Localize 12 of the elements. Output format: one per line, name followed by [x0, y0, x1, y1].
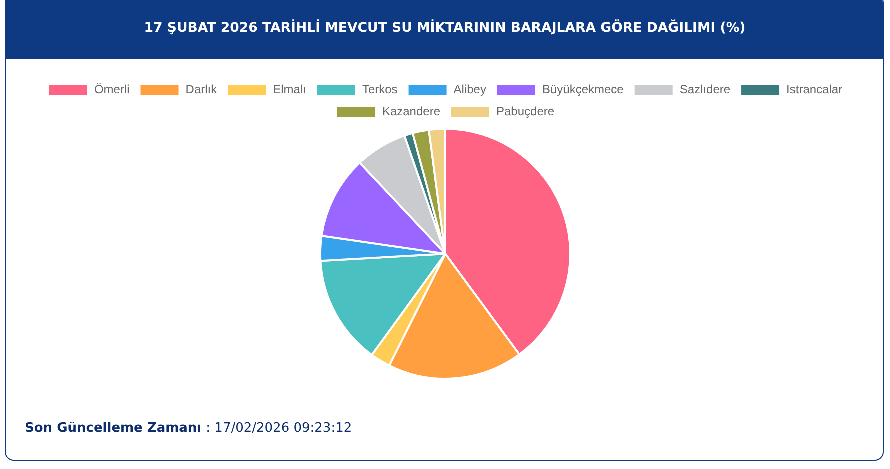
text: Son Güncelleme Zamanı : 17/02/2026 09:23:12: [25, 421, 352, 436]
legend-label: Darlık: [186, 82, 218, 96]
legend-label: Istrancalar: [786, 82, 843, 96]
legend-label: Kazandere: [382, 104, 441, 118]
legend-label: Ömerli: [94, 82, 130, 96]
legend-label: Pabuçdere: [496, 104, 555, 118]
legend-label: Terkos: [362, 82, 398, 96]
legend-label: Elmalı: [273, 82, 306, 96]
chart-title: 17 ŞUBAT 2026 TARİHLİ MEVCUT SU MİKTARININ BARAJLARA GÖRE DAĞILIMI (%): [143, 18, 747, 38]
legend-label: Sazlıdere: [680, 82, 731, 96]
legend-label: Büyükçekmece: [542, 82, 624, 96]
legend-label: Alibey: [454, 82, 486, 96]
